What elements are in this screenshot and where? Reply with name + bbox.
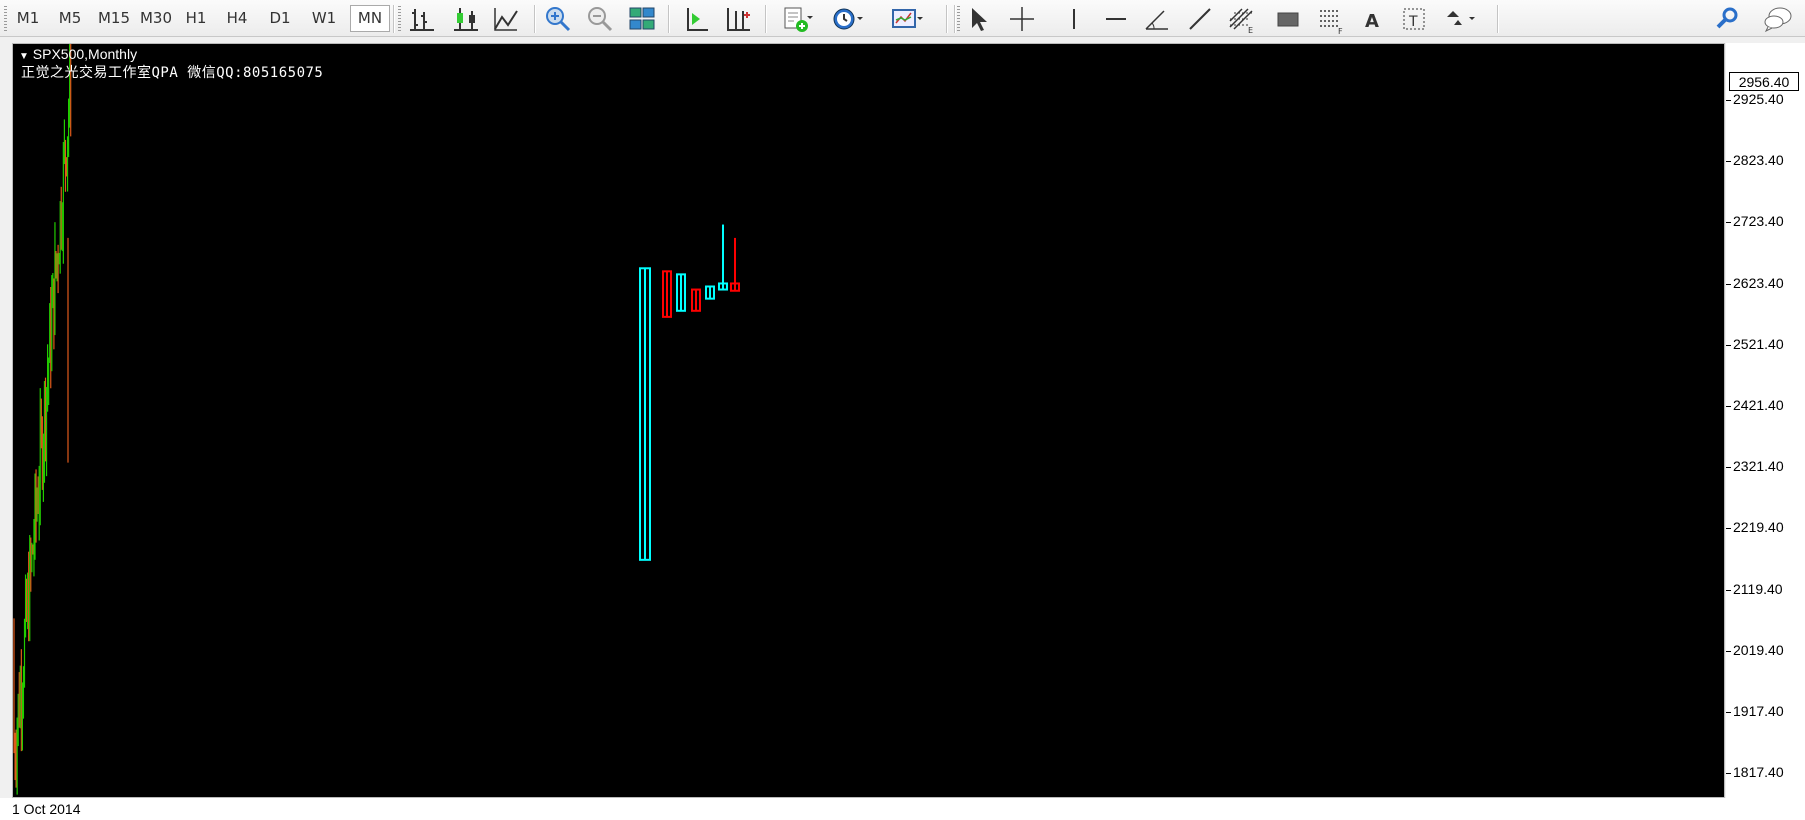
price-tick-mark — [1726, 100, 1731, 101]
bar-chart-icon[interactable] — [406, 3, 438, 35]
timeframe-mn-button[interactable]: MN — [350, 5, 390, 32]
chart-title: ▼ SPX500,Monthly — [19, 46, 137, 62]
search-icon[interactable] — [1712, 3, 1744, 35]
candle-body — [691, 288, 701, 312]
fibo-fan-icon[interactable]: F — [1314, 3, 1346, 35]
price-tick-label: 2321.40 — [1733, 458, 1784, 475]
price-tick-mark — [1726, 283, 1731, 285]
angle-line-icon[interactable] — [1142, 3, 1174, 35]
rectangle-icon[interactable] — [1272, 3, 1304, 35]
price-tick-label: 2925.40 — [1733, 91, 1784, 107]
toolbar-separator — [946, 5, 948, 33]
price-tick-mark — [1726, 650, 1731, 652]
chart-watermark-text: 正觉之光交易工作室QPA 微信QQ:805165075 — [21, 65, 324, 81]
price-tick-label: 1817.40 — [1733, 764, 1784, 781]
chart-menu-triangle-icon[interactable]: ▼ — [19, 51, 29, 62]
price-chart[interactable] — [13, 44, 1724, 797]
candle-body — [662, 270, 672, 318]
price-tick-label: 2219.40 — [1733, 519, 1784, 536]
price-tick-mark — [1726, 161, 1731, 163]
candlestick-icon[interactable] — [450, 3, 482, 35]
price-tick-label: 2521.40 — [1733, 335, 1784, 352]
cursor-icon[interactable] — [962, 3, 994, 35]
timeframe-m15-button[interactable]: M15 — [97, 9, 131, 27]
candle-body — [705, 285, 715, 300]
timeframe-m1-button[interactable]: M1 — [16, 9, 40, 27]
price-tick-label: 2119.40 — [1733, 580, 1783, 597]
periods-clock-icon[interactable] — [830, 3, 874, 35]
zoom-out-icon[interactable] — [584, 3, 616, 35]
chart-symbol-label: SPX500,Monthly — [32, 46, 138, 62]
price-tick-mark — [1726, 406, 1731, 407]
fibonacci-icon[interactable]: E — [1226, 3, 1258, 35]
time-axis[interactable]: 1 Oct 2014 — [0, 798, 1805, 820]
price-tick-mark — [1726, 528, 1731, 530]
price-tick-label: 2723.40 — [1733, 213, 1784, 230]
price-tick-mark — [1726, 589, 1731, 591]
svg-text:F: F — [1338, 27, 1343, 35]
chat-icon[interactable] — [1762, 3, 1802, 35]
time-axis-label: 1 Oct 2014 — [12, 801, 81, 817]
vertical-line-icon[interactable] — [1058, 3, 1090, 35]
toolbar-separator — [765, 5, 767, 33]
price-tick-label: 2421.40 — [1733, 397, 1784, 413]
price-tick-label: 1917.40 — [1733, 703, 1784, 719]
svg-text:A: A — [1365, 11, 1379, 32]
crosshair-icon[interactable] — [1006, 3, 1038, 35]
templates-icon[interactable] — [890, 3, 936, 35]
price-tick-mark — [1726, 222, 1731, 224]
text-icon[interactable]: A — [1356, 3, 1388, 35]
current-price-badge: 2956.40 — [1729, 72, 1799, 91]
horizontal-line-icon[interactable] — [1100, 3, 1132, 35]
price-tick-mark — [1726, 467, 1731, 469]
auto-scroll-icon[interactable] — [680, 3, 712, 35]
candle-body — [730, 282, 740, 292]
candle-body — [676, 273, 686, 312]
zoom-in-icon[interactable] — [542, 3, 574, 35]
timeframe-m30-button[interactable]: M30 — [139, 9, 173, 27]
toolbar-separator — [534, 5, 536, 33]
trend-line-icon[interactable] — [1184, 3, 1216, 35]
timeframe-h4-button[interactable]: H4 — [226, 9, 248, 27]
price-tick-label: 2623.40 — [1733, 274, 1784, 291]
toolbar-grip[interactable] — [398, 6, 401, 32]
toolbar-grip[interactable] — [957, 6, 960, 32]
price-tick-mark — [1726, 344, 1731, 346]
line-chart-icon[interactable] — [490, 3, 522, 35]
toolbar-separator — [668, 5, 670, 33]
toolbar-separator — [1497, 5, 1499, 33]
arrows-icon[interactable] — [1442, 3, 1488, 35]
price-axis[interactable]: 2925.40 2823.40 2723.40 2623.40 2521.40 2421.… — [1726, 43, 1805, 798]
toolbar-separator — [954, 5, 956, 33]
toolbar-separator — [393, 5, 395, 33]
timeframe-w1-button[interactable]: W1 — [311, 9, 337, 27]
new-order-icon[interactable] — [780, 3, 826, 35]
chart-window[interactable]: ▼ SPX500,Monthly 正觉之光交易工作室QPA 微信QQ:80516… — [12, 43, 1725, 798]
timeframe-m5-button[interactable]: M5 — [58, 9, 82, 27]
text-label-icon[interactable]: T — [1398, 3, 1430, 35]
price-tick-label: 2019.40 — [1733, 641, 1784, 658]
timeframe-h1-button[interactable]: H1 — [185, 9, 207, 27]
svg-text:E: E — [1248, 26, 1253, 35]
toolbar: M1 M5 M15 M30 H1 H4 D1 W1 MN E F A T — [0, 0, 1805, 37]
price-tick-mark — [1726, 712, 1731, 713]
svg-text:T: T — [1408, 14, 1418, 30]
chart-shift-icon[interactable] — [722, 3, 754, 35]
candle-body — [718, 282, 728, 291]
timeframe-d1-button[interactable]: D1 — [269, 9, 291, 27]
tile-windows-icon[interactable] — [626, 3, 658, 35]
candle-body — [639, 267, 651, 561]
price-tick-mark — [1726, 773, 1731, 775]
toolbar-grip[interactable] — [4, 6, 7, 32]
price-tick-label: 2823.40 — [1733, 152, 1784, 169]
